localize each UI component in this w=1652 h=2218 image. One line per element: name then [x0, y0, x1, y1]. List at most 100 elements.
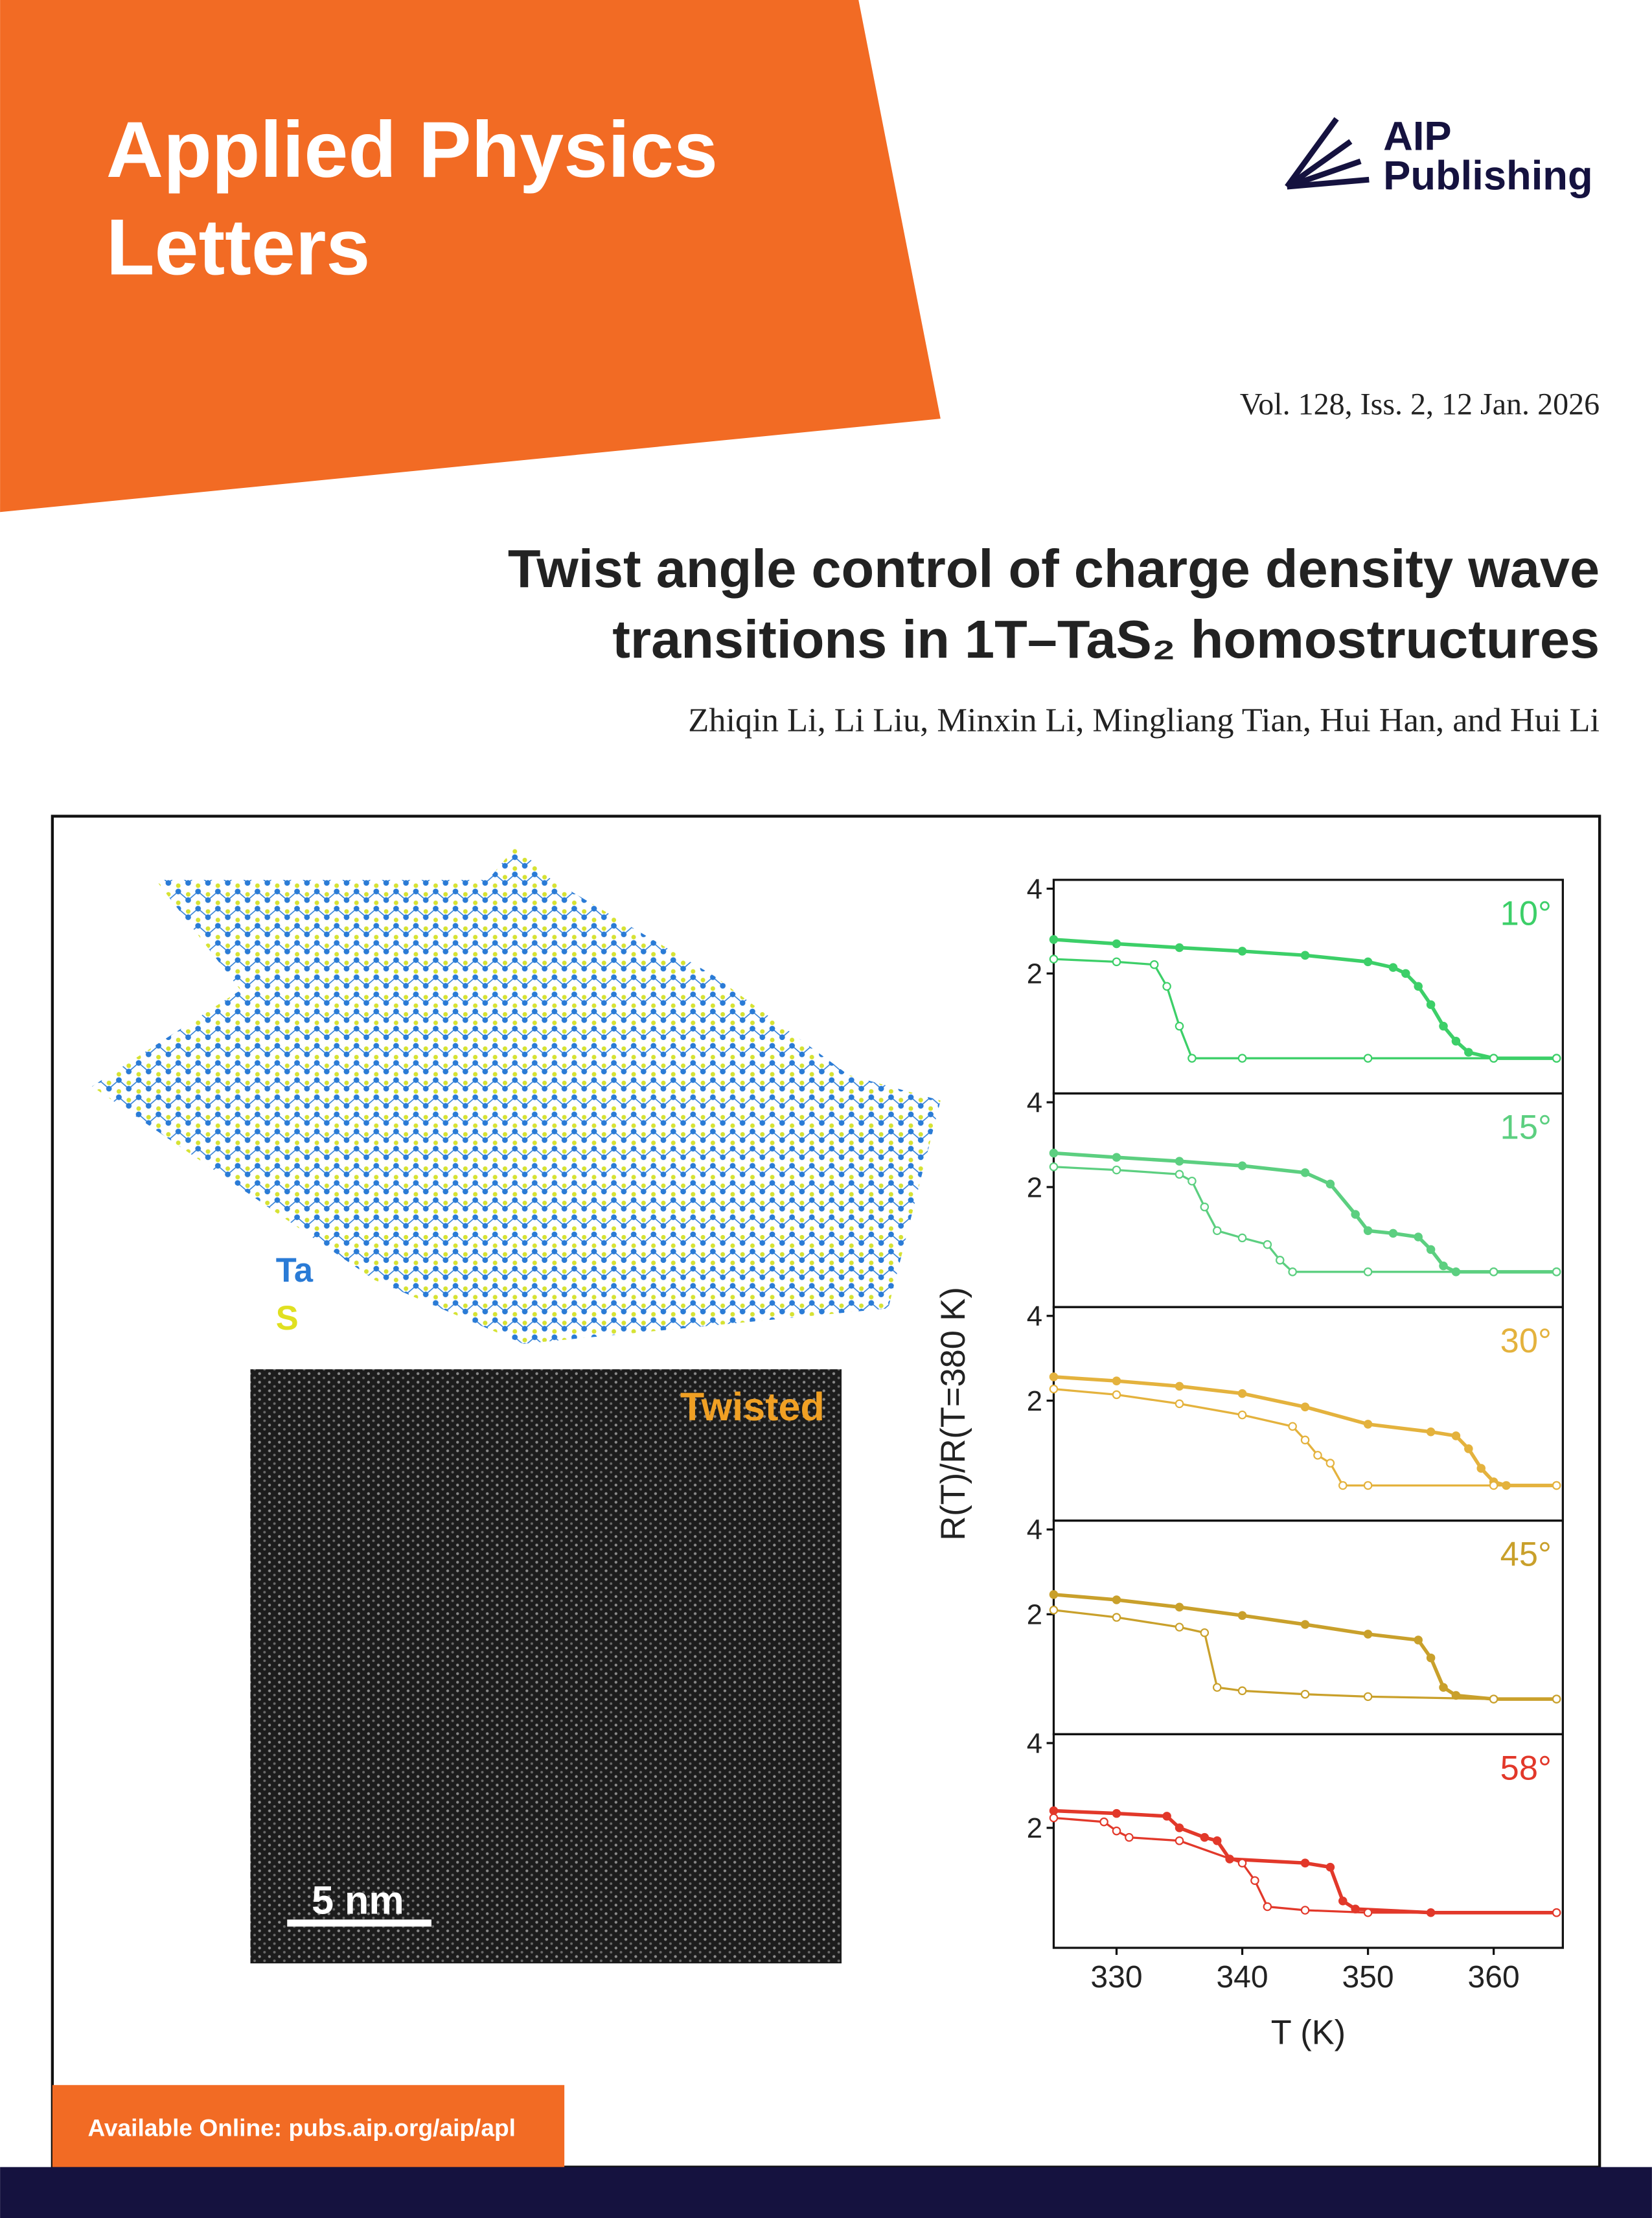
- data-point: [1237, 1054, 1247, 1063]
- data-point: [1175, 1623, 1184, 1632]
- footer-banner: [52, 2085, 565, 2167]
- y-tick-label: 2: [1027, 1385, 1042, 1417]
- data-point: [1414, 1635, 1423, 1645]
- data-point: [1125, 1832, 1134, 1842]
- data-point: [1112, 1390, 1121, 1400]
- data-point: [1112, 939, 1121, 949]
- panel-annotation: 15°: [1500, 1109, 1552, 1146]
- data-point: [1112, 1808, 1121, 1818]
- data-point: [1049, 1590, 1059, 1599]
- x-tick-label: 350: [1342, 1960, 1394, 1994]
- image-label: Twisted: [680, 1385, 825, 1429]
- data-point: [1426, 1245, 1436, 1254]
- data-point: [1112, 1165, 1121, 1175]
- data-point: [1049, 1813, 1059, 1823]
- data-point: [1401, 969, 1410, 978]
- data-point: [1300, 1168, 1310, 1177]
- data-point: [1162, 1812, 1171, 1821]
- data-point: [1338, 1481, 1348, 1490]
- plot-frame: [1052, 879, 1564, 1095]
- data-point: [1049, 1384, 1059, 1394]
- data-point: [1212, 1226, 1222, 1236]
- y-tick-label: 2: [1027, 958, 1042, 990]
- data-point: [1187, 1177, 1197, 1186]
- data-point: [1112, 1613, 1121, 1622]
- data-point: [1552, 1694, 1561, 1704]
- data-point: [1552, 1054, 1561, 1063]
- data-point: [1049, 1806, 1059, 1816]
- scale-bar-label: 5 nm: [312, 1878, 404, 1923]
- data-point: [1200, 1832, 1210, 1842]
- data-point: [1263, 1902, 1272, 1912]
- data-point: [1426, 1427, 1436, 1437]
- data-point: [1363, 1054, 1373, 1063]
- data-point: [1325, 1459, 1335, 1468]
- footer-link[interactable]: Available Online: pubs.aip.org/aip/apl: [87, 2114, 516, 2141]
- article-title: Twist angle control of charge density wa…: [508, 538, 1600, 599]
- data-point: [1363, 1226, 1373, 1236]
- data-point: [1049, 954, 1059, 964]
- data-point: [1300, 951, 1310, 960]
- data-point: [1313, 1451, 1322, 1460]
- data-point: [1489, 1481, 1498, 1490]
- data-point: [1552, 1481, 1561, 1490]
- legend-ta: Ta: [276, 1252, 314, 1289]
- article-title: transitions in 1T–TaS₂ homostructures: [612, 609, 1600, 669]
- data-point: [1212, 1683, 1222, 1692]
- data-point: [1363, 1692, 1373, 1702]
- data-point: [1338, 1896, 1348, 1906]
- data-point: [1263, 1240, 1272, 1249]
- series-line: [1053, 958, 1557, 1059]
- data-point: [1200, 1628, 1210, 1637]
- panel-annotation: 58°: [1500, 1750, 1552, 1787]
- y-tick-label: 2: [1027, 1599, 1042, 1631]
- data-point: [1464, 1048, 1473, 1057]
- data-point: [1439, 1021, 1448, 1031]
- data-point: [1175, 1381, 1184, 1391]
- data-point: [1237, 1611, 1247, 1620]
- data-point: [1325, 1862, 1335, 1872]
- journal-banner: [0, 0, 941, 513]
- data-point: [1175, 1823, 1184, 1832]
- data-point: [1288, 1422, 1297, 1431]
- data-point: [1175, 1836, 1184, 1845]
- data-point: [1363, 1420, 1373, 1429]
- panel-annotation: 45°: [1500, 1536, 1552, 1574]
- authors: Zhiqin Li, Li Liu, Minxin Li, Mingliang …: [688, 702, 1600, 739]
- data-point: [1049, 1148, 1059, 1158]
- data-point: [1175, 1170, 1184, 1179]
- scale-bar: [287, 1919, 431, 1927]
- series-line: [1053, 1387, 1557, 1487]
- data-point: [1363, 1908, 1373, 1917]
- journal-title: Letters: [106, 203, 371, 292]
- data-point: [1049, 1372, 1059, 1381]
- y-tick-label: 2: [1027, 1172, 1042, 1203]
- data-point: [1175, 943, 1184, 953]
- y-tick-label: 4: [1027, 1087, 1042, 1118]
- data-point: [1175, 1602, 1184, 1612]
- data-point: [1300, 1435, 1310, 1445]
- data-point: [1300, 1689, 1310, 1699]
- lattice-illustration: [92, 846, 941, 1344]
- data-point: [1288, 1267, 1297, 1277]
- panel-annotation: 30°: [1500, 1323, 1552, 1360]
- data-point: [1237, 1233, 1247, 1243]
- x-axis-label: T (K): [1271, 2014, 1346, 2051]
- data-point: [1112, 1376, 1121, 1385]
- data-point: [1552, 1267, 1561, 1277]
- data-point: [1275, 1256, 1285, 1265]
- data-point: [1187, 1054, 1197, 1063]
- data-point: [1237, 1389, 1247, 1398]
- data-point: [1175, 1399, 1184, 1409]
- data-point: [1237, 1686, 1247, 1696]
- data-point: [1237, 1858, 1247, 1867]
- data-point: [1250, 1876, 1259, 1885]
- data-point: [1363, 1630, 1373, 1639]
- data-point: [1112, 1595, 1121, 1604]
- data-point: [1300, 1906, 1310, 1915]
- data-point: [1049, 935, 1059, 944]
- y-tick-label: 4: [1027, 1514, 1042, 1546]
- data-point: [1439, 1261, 1448, 1271]
- series-line: [1053, 1609, 1557, 1700]
- bottom-bar: [0, 2167, 1652, 2218]
